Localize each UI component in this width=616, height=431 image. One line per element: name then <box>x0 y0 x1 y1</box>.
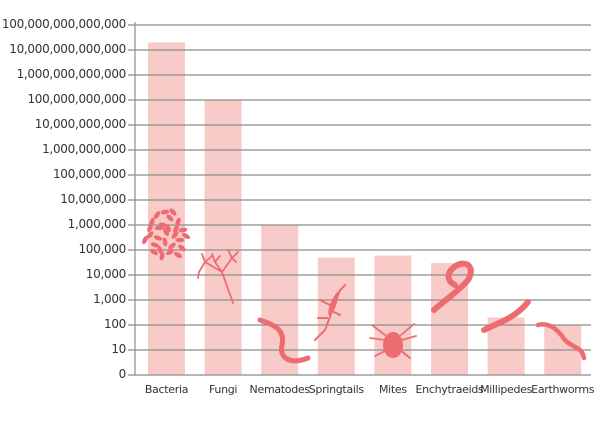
x-tick-label: Springtails <box>308 383 364 396</box>
mite-legs-icon <box>369 323 417 359</box>
earthworm-icon <box>535 322 587 361</box>
y-tick-label: 1,000,000 <box>67 217 127 231</box>
illustrations <box>142 208 587 364</box>
y-tick-label: 100,000,000,000,000 <box>1 17 126 31</box>
x-tick-label: Mites <box>378 383 407 396</box>
y-tick-label: 1,000,000,000,000 <box>16 67 127 81</box>
bar-springtails <box>317 257 355 375</box>
y-tick-label: 100,000,000,000 <box>27 92 126 106</box>
nematode-icon <box>257 317 311 364</box>
y-tick-label: 10,000 <box>85 267 127 281</box>
y-axis-labels: 0 10 100 1,000 10,000 100,000 1,000,000 10,000,… <box>0 0 126 431</box>
x-tick-label: Nematodes <box>249 383 311 396</box>
y-tick-label: 1,000 <box>93 292 126 306</box>
y-tick-label: 10,000,000,000 <box>34 117 127 131</box>
x-tick-label: Fungi <box>208 383 238 396</box>
y-tick-label: 10,000,000,000,000 <box>9 42 126 56</box>
springtail-body-icon <box>328 294 338 316</box>
millipede-icon <box>481 299 531 333</box>
bar-fungi <box>204 100 242 375</box>
y-tick-label: 1,000,000,000 <box>42 142 126 156</box>
bar-bacteria <box>148 42 185 376</box>
bacteria-icon <box>142 208 191 261</box>
mite-icon <box>383 332 403 358</box>
y-tick-label: 100,000,000 <box>52 167 126 181</box>
y-tick-label: 100,000 <box>78 242 126 256</box>
y-tick-label: 0 <box>118 367 127 381</box>
x-tick-label: Enchytraeids <box>415 383 484 396</box>
y-tick-label: 10,000,000 <box>60 192 126 206</box>
fungi-icon <box>197 249 239 304</box>
x-tick-label: Millipedes <box>480 383 533 396</box>
x-tick-label: Earthworms <box>531 383 595 396</box>
gridlines <box>128 24 591 376</box>
x-tick-label: Bacteria <box>144 383 189 396</box>
enchytraeid-icon <box>431 260 474 313</box>
y-tick-label: 100 <box>103 317 126 331</box>
y-tick-label: 10 <box>111 342 126 356</box>
